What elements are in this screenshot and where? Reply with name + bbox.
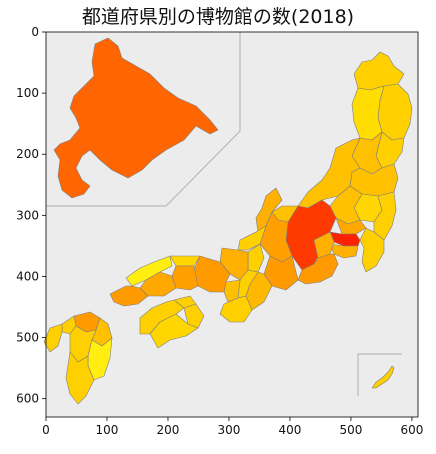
y-tick-label: 0 [31,25,39,39]
prefecture-tokushima[interactable] [183,303,205,329]
y-axis: 0 100 200 300 400 500 600 [16,25,46,406]
prefecture-chiba[interactable] [359,227,385,273]
prefecture-kagoshima[interactable] [65,351,95,405]
prefecture-shizuoka[interactable] [297,253,339,285]
chart-title: 都道府県別の博物館の数(2018) [81,6,355,28]
y-tick-label: 100 [16,86,39,100]
prefecture-yamaguchi[interactable] [109,285,149,307]
x-axis: 0 100 200 300 400 500 600 [42,417,423,437]
y-tick-label: 200 [16,147,39,161]
y-tick-label: 500 [16,331,39,345]
x-tick-label: 100 [96,423,119,437]
x-tick-label: 400 [278,423,301,437]
y-tick-label: 600 [16,392,39,406]
y-tick-label: 300 [16,208,39,222]
prefecture-ehime[interactable] [139,299,185,335]
prefecture-kochi[interactable] [149,313,199,349]
prefecture-wakayama[interactable] [219,295,253,323]
prefecture-tokyo[interactable] [329,231,361,247]
x-tick-label: 600 [400,423,423,437]
axes-frame [45,31,419,418]
x-tick-label: 200 [157,423,180,437]
prefecture-hokkaido[interactable] [53,37,219,199]
y-tick-label: 400 [16,269,39,283]
prefecture-shimane[interactable] [125,255,173,287]
okinawa-inset-border [357,353,402,396]
prefecture-okinawa[interactable] [371,365,395,389]
x-tick-label: 300 [217,423,240,437]
prefecture-gifu[interactable] [259,211,293,263]
prefecture-okayama[interactable] [171,265,199,291]
x-tick-label: 500 [339,423,362,437]
prefecture-nagasaki[interactable] [43,323,63,353]
prefecture-yamanashi[interactable] [313,231,335,259]
hokkaido-inset-border [46,32,241,207]
x-tick-label: 0 [42,423,50,437]
